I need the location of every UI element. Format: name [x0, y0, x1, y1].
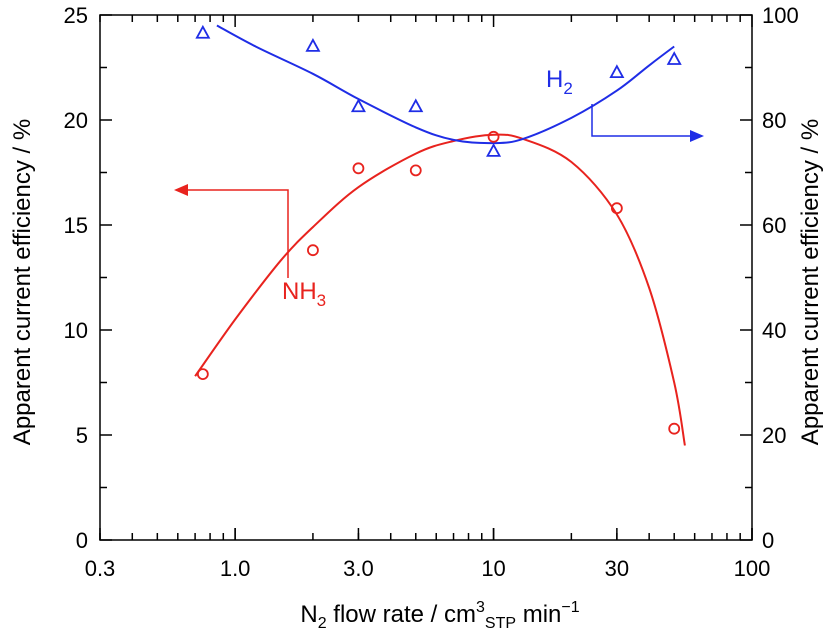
data-point-nh3	[487, 130, 500, 143]
fit-curve-h2	[216, 24, 675, 145]
nh3-arrow-head	[174, 184, 188, 196]
x-tick-label: 3.0	[343, 556, 374, 581]
data-point-nh3	[409, 164, 422, 177]
y-left-tick-label: 0	[76, 528, 88, 553]
nh3-axis-pointer	[182, 189, 289, 278]
series-label-h2: H2	[546, 66, 573, 98]
data-point-h2	[609, 64, 625, 79]
x-axis-ticks: 0.3 1.0 3.0 10 30 100	[85, 15, 771, 581]
y-left-tick-label: 5	[76, 423, 88, 448]
x-tick-label: 30	[605, 556, 629, 581]
y-right-tick-label: 0	[762, 528, 774, 553]
plot-border	[99, 14, 753, 541]
x-axis-title: N2 flow rate / cm3STP min−1	[300, 599, 579, 632]
data-point-h2	[195, 24, 211, 39]
plot-frame	[99, 14, 753, 541]
data-markers	[195, 24, 682, 435]
data-point-nh3	[196, 368, 209, 381]
data-point-h2	[350, 98, 366, 113]
y-right-tick-label: 100	[762, 3, 799, 28]
series-label-nh3: NH3	[282, 278, 326, 310]
data-point-nh3	[352, 162, 365, 175]
y-right-tick-label: 60	[762, 213, 786, 238]
h2-arrow-head	[690, 130, 704, 142]
data-point-h2	[305, 38, 321, 52]
data-point-h2	[486, 143, 502, 157]
fit-curve-nh3	[194, 133, 686, 446]
y-left-tick-label: 20	[64, 108, 88, 133]
x-tick-label: 10	[481, 556, 505, 581]
y-right-tick-label: 40	[762, 318, 786, 343]
y-right-axis-ticks: 0 20 40 60 80 100	[740, 3, 799, 553]
y-left-axis-ticks: 0 5 10 15 20 25	[64, 3, 112, 553]
y-left-axis-title: Apparent current efficiency / %	[9, 119, 36, 445]
y-left-tick-label: 15	[64, 213, 88, 238]
y-right-tick-label: 80	[762, 108, 786, 133]
data-point-h2	[408, 98, 424, 113]
fit-curves	[194, 24, 686, 446]
y-left-tick-label: 25	[64, 3, 88, 28]
x-tick-label: 1.0	[220, 556, 251, 581]
y-left-tick-label: 10	[64, 318, 88, 343]
data-point-nh3	[307, 244, 319, 257]
data-point-nh3	[668, 422, 681, 435]
data-point-h2	[666, 51, 682, 65]
data-point-nh3	[610, 202, 623, 215]
x-tick-label: 0.3	[85, 556, 116, 581]
y-right-axis-title: Apparent current efficiency / %	[797, 119, 824, 445]
annotations	[174, 104, 704, 278]
x-tick-label: 100	[734, 556, 771, 581]
h2-axis-pointer	[591, 104, 694, 137]
y-right-tick-label: 20	[762, 423, 786, 448]
